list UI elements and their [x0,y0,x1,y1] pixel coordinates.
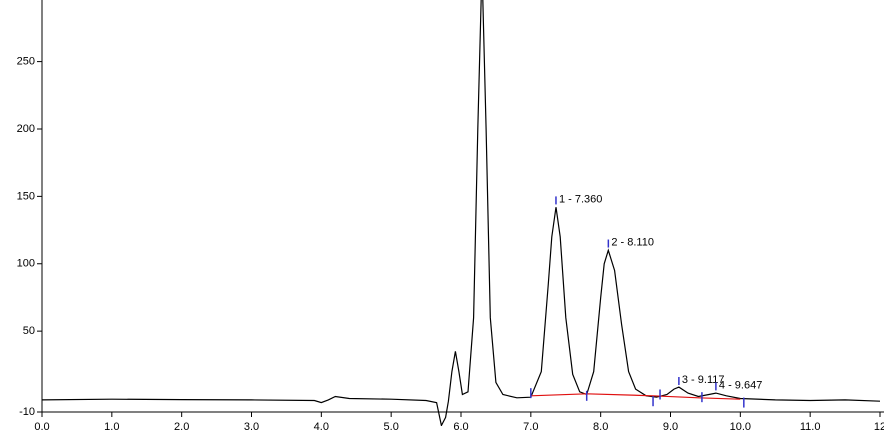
x-tick-label: 10.0 [730,421,751,433]
x-tick-label: 1.0 [104,421,119,433]
x-tick-label: 11.0 [800,421,821,433]
x-tick-label: 9.0 [663,421,678,433]
y-tick-label: 200 [17,123,35,135]
x-tick-label: 6.0 [453,421,468,433]
x-tick-label: 5.0 [384,421,399,433]
y-tick-label: 250 [17,56,35,68]
x-tick-label: 4.0 [314,421,329,433]
x-tick-label: 3.0 [244,421,259,433]
y-tick-label: 150 [17,190,35,202]
x-tick-label: 8.0 [593,421,608,433]
y-tick-label: 100 [17,258,35,270]
trace [42,0,881,426]
y-tick-label: 50 [23,325,35,337]
trace [530,393,741,400]
peak-label: 2 - 8.110 [611,236,654,248]
x-tick-label: 0.0 [34,421,49,433]
peak-label: 4 - 9.647 [719,379,762,391]
y-tick-label: -10 [19,406,35,418]
peak-label: 3 - 9.117 [682,374,725,386]
plot-area [42,0,881,426]
x-tick-label: 7.0 [523,421,538,433]
x-tick-label: 12 [874,421,884,433]
x-tick-label: 2.0 [174,421,189,433]
peak-label: 1 - 7.360 [559,193,602,205]
